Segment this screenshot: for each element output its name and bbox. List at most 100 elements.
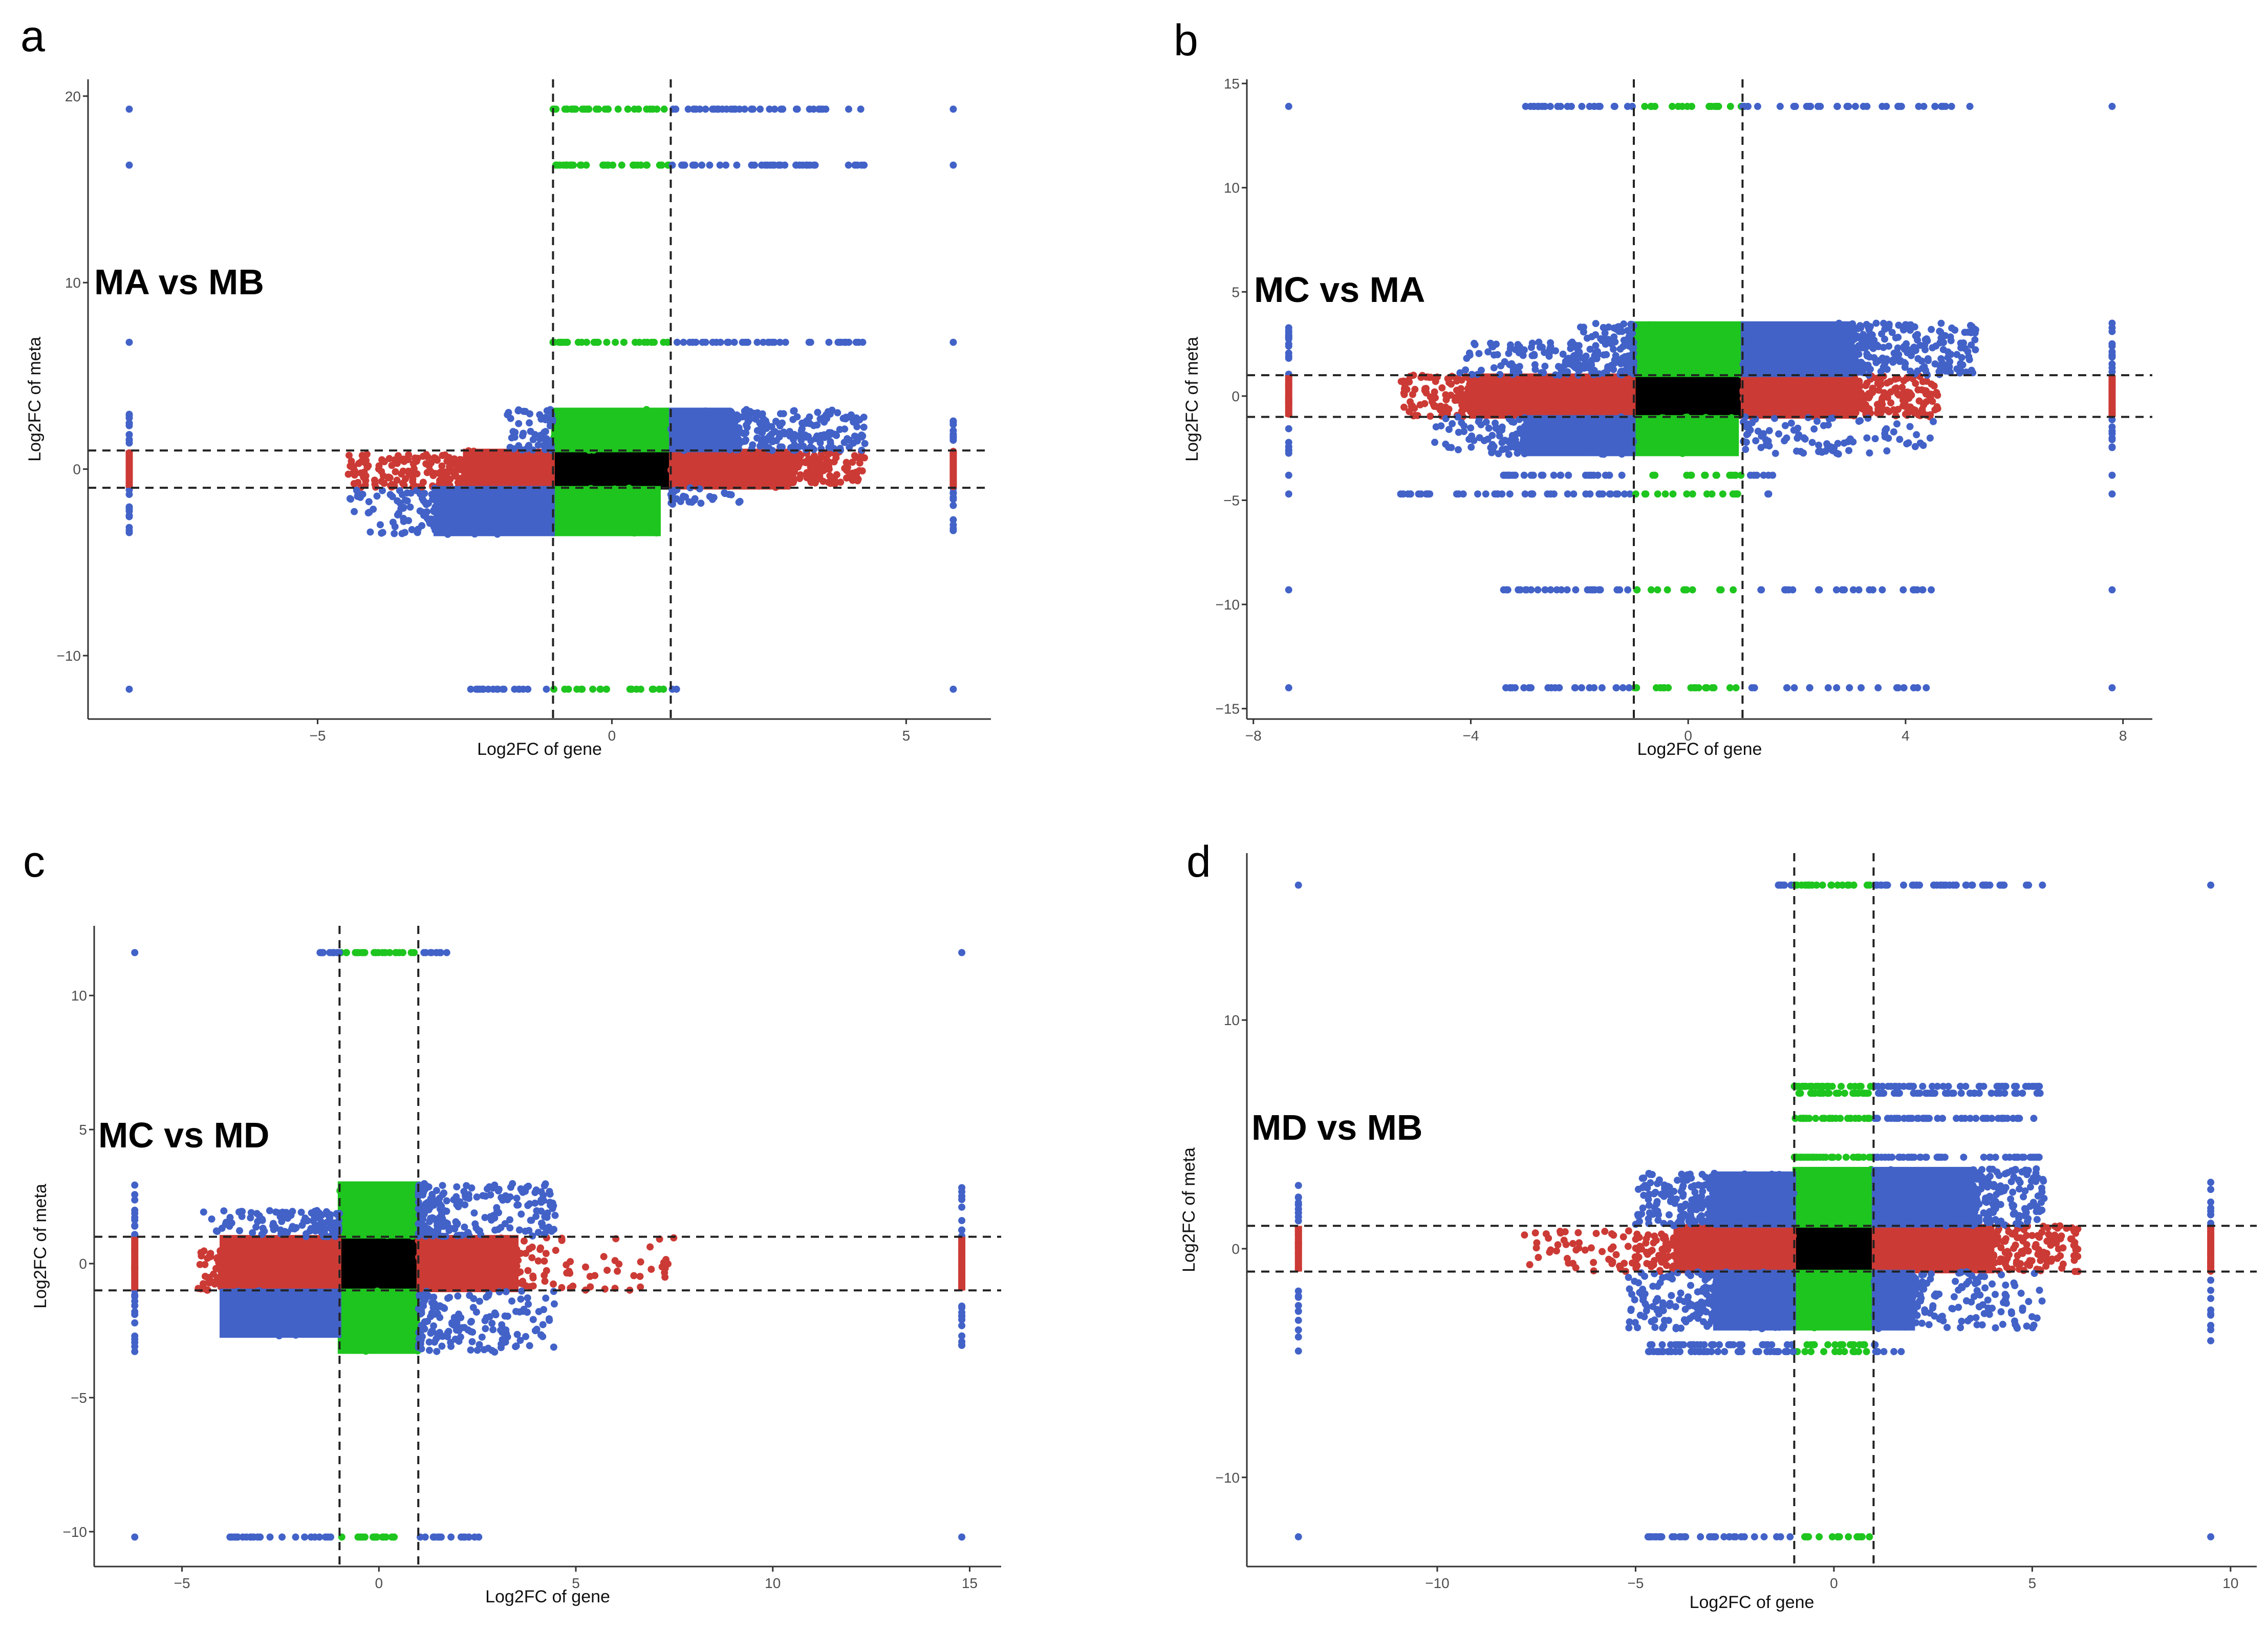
point [1865,390,1872,398]
point [409,477,417,485]
point [1550,428,1558,436]
point [1442,391,1450,399]
point [618,161,625,169]
point [1857,684,1865,691]
point [443,1272,450,1280]
point [651,338,658,346]
point [1502,684,1510,691]
point [2057,1252,2064,1259]
point [363,1198,371,1205]
point [826,472,834,480]
point [833,471,840,479]
point [424,1225,432,1233]
point [725,483,732,490]
point [1652,1188,1659,1196]
point [515,685,523,693]
point [1667,1188,1675,1196]
point [673,338,681,346]
point [1687,1281,1695,1289]
point [2011,1166,2019,1173]
point [1649,1283,1657,1290]
point [508,487,515,495]
point [1904,349,1911,357]
point [1529,416,1537,424]
point [1533,1239,1541,1247]
point [1898,383,1906,391]
point [531,454,539,462]
point [809,472,816,480]
point [1848,344,1856,352]
point [694,421,701,428]
point [1471,341,1479,349]
point [1633,1262,1641,1270]
x-tick-label: −5 [174,1575,190,1591]
point [1941,332,1949,339]
point [1683,586,1691,594]
point [681,438,688,445]
point [1625,684,1633,691]
point [1703,1322,1711,1330]
point [1893,1283,1901,1290]
point [1589,586,1597,594]
point [1468,371,1476,378]
point [508,465,515,473]
point [407,1301,415,1309]
point [1580,328,1587,336]
point [850,439,857,447]
point [1686,1170,1694,1178]
point [1792,401,1800,409]
point [796,475,804,483]
point [1758,322,1765,330]
point [826,409,833,417]
point [1779,1294,1786,1301]
point [671,441,679,448]
point [1706,352,1714,359]
point [617,418,624,426]
y-tick-label: 0 [79,1256,87,1272]
y-tick-label: 10 [65,275,81,291]
point [858,446,866,454]
point [246,1298,254,1306]
point [383,1224,391,1232]
point [652,452,659,460]
point [1851,1271,1859,1279]
point [1520,684,1528,691]
point [568,161,575,169]
point [448,458,456,465]
point [1780,1173,1788,1181]
point [546,1190,554,1198]
point [438,1202,445,1210]
point [1668,387,1676,395]
point [577,414,585,421]
point [131,1297,139,1305]
point [830,458,838,466]
point [558,338,566,346]
point [550,1300,558,1308]
point [1841,1171,1849,1179]
point [522,1333,530,1340]
point [352,1331,359,1339]
point [733,441,741,449]
point [770,457,778,464]
point [1710,398,1718,405]
point [621,430,629,438]
point [2024,1247,2032,1255]
point [604,161,612,169]
point [692,464,699,472]
point [1484,436,1492,443]
point [1948,102,1955,110]
point [1537,427,1544,434]
point [254,1533,262,1541]
point [1851,401,1859,408]
point [1703,490,1711,498]
point [1887,399,1895,407]
point [624,105,632,113]
point [1397,378,1405,385]
point [661,1265,669,1272]
point [426,1204,434,1211]
point [1834,440,1842,447]
point [1911,443,1919,450]
point [469,1268,477,1275]
point [1930,418,1937,425]
